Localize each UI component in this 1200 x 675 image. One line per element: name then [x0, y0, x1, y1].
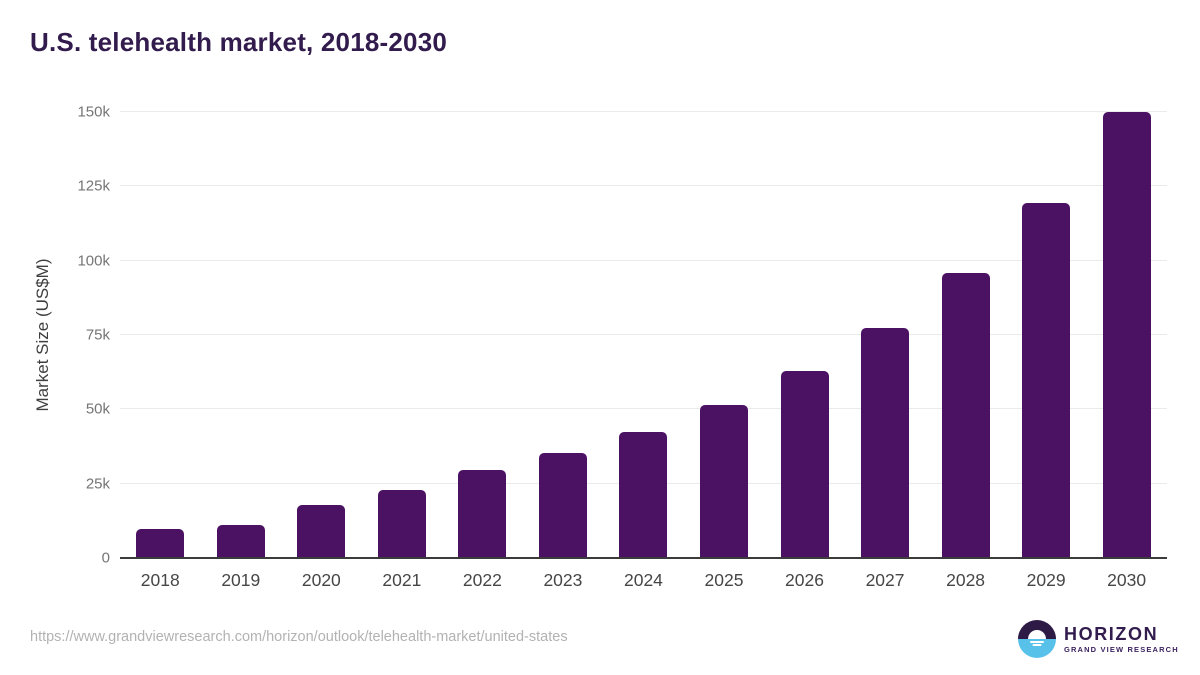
x-axis-tick-labels: 2018 2019 2020 2021 2022 2023 2024 2025 2026 2027… — [120, 570, 1167, 591]
bar-2024 — [619, 431, 668, 558]
water-ripple-icon — [1030, 640, 1044, 644]
y-tick-label-150k: 150k — [77, 103, 110, 121]
gridline-75k — [120, 334, 1167, 335]
bar-2029 — [1022, 203, 1071, 558]
bar-slot-2027 — [845, 112, 926, 558]
y-tick-label-100k: 100k — [77, 252, 110, 270]
bar-2019 — [216, 524, 265, 558]
logo-wordmark: HORIZON GRAND VIEW RESEARCH — [1064, 625, 1179, 654]
bar-slot-2024 — [603, 112, 684, 558]
y-tick-label-0: 0 — [101, 549, 110, 567]
bar-2021 — [377, 489, 426, 558]
y-tick-label-25k: 25k — [85, 475, 110, 493]
bar-2018 — [136, 529, 185, 558]
bar-2025 — [699, 405, 748, 558]
x-tick-label-2023: 2023 — [543, 570, 583, 590]
bar-slot-2018 — [120, 112, 201, 558]
water-ripple-icon — [1032, 643, 1042, 647]
bar-2027 — [861, 327, 910, 558]
bar-slot-2028 — [925, 112, 1006, 558]
bar-slot-2019 — [201, 112, 282, 558]
bar-2030 — [1102, 112, 1151, 558]
plot-area — [120, 111, 1167, 559]
bar-slot-2030 — [1086, 112, 1167, 558]
logo-subtitle: GRAND VIEW RESEARCH — [1064, 644, 1179, 654]
x-tick-label-2018: 2018 — [140, 570, 180, 590]
bar-series — [120, 112, 1167, 558]
y-axis-tick-labels: 0 25k 50k 75k 100k 125k 150k — [0, 105, 110, 566]
bar-2022 — [458, 470, 507, 558]
x-tick-label-2020: 2020 — [301, 570, 341, 590]
y-tick-label-125k: 125k — [77, 177, 110, 195]
x-tick-label-2026: 2026 — [785, 570, 824, 590]
bar-slot-2023 — [523, 112, 604, 558]
gridline-150k — [120, 111, 1167, 112]
y-tick-label-50k: 50k — [85, 400, 110, 418]
x-tick-label-2029: 2029 — [1026, 570, 1066, 590]
x-tick-label-2028: 2028 — [946, 570, 986, 590]
bar-slot-2025 — [684, 112, 765, 558]
bar-2023 — [538, 452, 587, 558]
bar-slot-2029 — [1006, 112, 1087, 558]
chart-title: U.S. telehealth market, 2018-2030 — [30, 27, 448, 57]
source-url: https://www.grandviewresearch.com/horizo… — [30, 629, 568, 645]
x-tick-label-2024: 2024 — [623, 570, 663, 590]
gridline-125k — [120, 185, 1167, 187]
x-axis-line — [120, 557, 1167, 559]
bar-2026 — [780, 370, 829, 558]
bar-2020 — [297, 505, 346, 558]
horizon-logo: HORIZON GRAND VIEW RESEARCH — [1018, 620, 1179, 658]
x-tick-label-2027: 2027 — [865, 570, 905, 590]
horizon-logo-icon — [1018, 620, 1056, 658]
y-tick-label-75k: 75k — [85, 326, 110, 344]
x-tick-label-2022: 2022 — [462, 570, 502, 590]
x-tick-label-2025: 2025 — [704, 570, 744, 590]
bar-slot-2021 — [362, 112, 443, 558]
gridline-100k — [120, 259, 1167, 261]
bar-slot-2020 — [281, 112, 362, 558]
gridline-50k — [120, 408, 1167, 410]
x-tick-label-2030: 2030 — [1107, 570, 1147, 590]
logo-name: HORIZON — [1064, 623, 1159, 644]
bar-slot-2022 — [442, 112, 523, 558]
x-tick-label-2021: 2021 — [382, 570, 422, 590]
x-tick-label-2019: 2019 — [221, 570, 261, 590]
sun-icon — [1028, 630, 1046, 639]
bar-slot-2026 — [764, 112, 845, 558]
bar-2028 — [941, 273, 990, 558]
